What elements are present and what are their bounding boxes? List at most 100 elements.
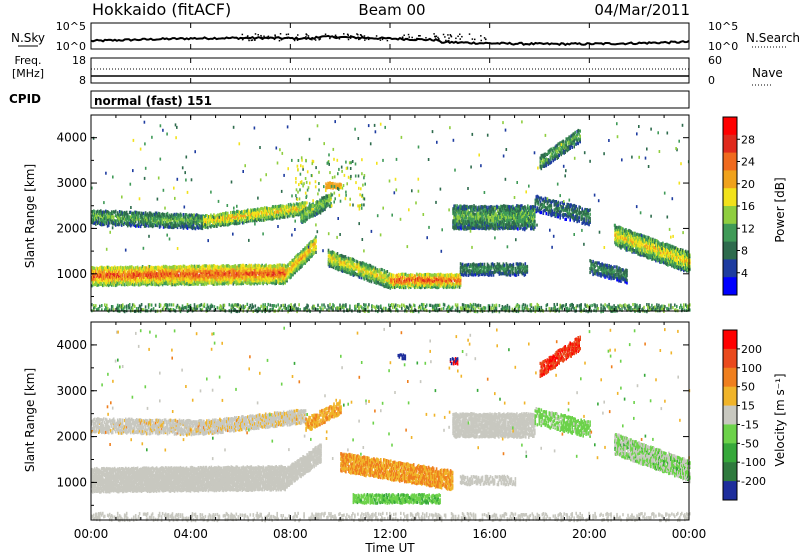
data-cell: [231, 277, 234, 281]
data-cell: [96, 215, 98, 220]
data-cell: [263, 277, 265, 281]
data-cell: [683, 305, 685, 309]
noise-search-dot: [480, 39, 483, 42]
data-cell: [149, 279, 152, 283]
data-cell: [343, 305, 345, 309]
data-cell: [222, 277, 225, 281]
data-cell: [205, 278, 208, 282]
data-cell: [195, 305, 198, 309]
data-cell: [253, 273, 256, 277]
data-cell: [141, 265, 144, 269]
data-cell: [175, 276, 178, 280]
data-cell: [240, 264, 243, 268]
data-cell: [267, 276, 269, 280]
data-cell: [179, 274, 182, 278]
data-cell: [668, 303, 670, 307]
data-cell: [540, 308, 543, 312]
data-cell: [147, 305, 150, 309]
data-cell: [191, 264, 194, 269]
data-cell: [312, 304, 314, 308]
data-cell: [670, 306, 672, 310]
noise-left-label: N.Sky: [11, 31, 45, 45]
data-cell: [261, 267, 263, 271]
data-cell: [689, 303, 691, 307]
data-cell: [169, 271, 172, 275]
data-cell: [240, 278, 243, 282]
data-cell: [301, 260, 303, 264]
data-cell: [530, 304, 533, 308]
data-cell: [217, 265, 220, 269]
data-cell: [170, 281, 173, 285]
data-cell: [92, 283, 94, 287]
data-cell: [222, 274, 225, 278]
data-cell: [198, 269, 201, 273]
data-cell: [212, 271, 215, 275]
data-cell: [93, 218, 95, 222]
data-cell: [216, 266, 219, 270]
data-cell: [122, 266, 125, 270]
data-cell: [639, 306, 641, 310]
data-cell: [404, 276, 406, 280]
data-cell: [287, 310, 289, 314]
data-cell: [155, 266, 158, 270]
data-cell: [349, 304, 351, 308]
data-cell: [272, 275, 274, 279]
data-cell: [220, 308, 223, 312]
data-cell: [282, 275, 284, 279]
data-cell: [612, 307, 614, 311]
data-cell: [156, 272, 159, 276]
data-cell: [460, 308, 463, 312]
data-cell: [490, 306, 493, 310]
data-cell: [254, 304, 257, 308]
data-cell: [210, 271, 213, 276]
data-cell: [413, 304, 416, 308]
noise-search-dot: [419, 35, 421, 37]
data-cell: [215, 268, 218, 272]
data-cell: [233, 276, 236, 280]
data-cell: [525, 306, 528, 310]
data-cell: [169, 266, 172, 270]
data-cell: [198, 266, 201, 270]
data-cell: [99, 304, 101, 308]
data-cell: [491, 303, 494, 307]
data-cell: [224, 280, 227, 285]
data-cell: [112, 269, 115, 274]
noise-search-dot: [471, 38, 474, 40]
data-cell: [308, 242, 310, 246]
data-cell: [179, 272, 182, 276]
data-cell: [258, 269, 260, 273]
noise-search-dot: [473, 38, 476, 41]
data-cell: [417, 306, 420, 310]
data-cell: [204, 278, 207, 282]
data-cell: [243, 265, 246, 269]
data-cell: [210, 264, 213, 268]
data-cell: [154, 283, 157, 287]
data-cell: [108, 275, 111, 279]
data-cell: [175, 278, 178, 282]
data-cell: [167, 282, 170, 286]
data-cell: [259, 275, 261, 279]
data-cell: [307, 257, 309, 261]
noise-right-tick: 10^5: [708, 20, 738, 33]
data-cell: [185, 282, 188, 286]
data-cell: [487, 304, 490, 308]
data-cell: [164, 280, 167, 284]
data-cell: [189, 281, 192, 285]
data-cell: [196, 280, 199, 284]
data-cell: [159, 269, 162, 273]
noise-search-dot: [265, 37, 267, 39]
data-cell: [232, 265, 235, 269]
data-cell: [553, 306, 556, 310]
data-cell: [264, 275, 266, 279]
data-cell: [96, 277, 98, 281]
data-cell: [121, 268, 124, 272]
noise-search-dot: [324, 33, 327, 35]
data-cell: [108, 277, 111, 281]
data-cell: [116, 272, 119, 276]
data-cell: [150, 270, 153, 274]
data-cell: [355, 304, 357, 308]
data-cell: [165, 274, 168, 278]
data-cell: [594, 303, 596, 307]
data-cell: [172, 270, 175, 274]
data-cell: [287, 305, 289, 309]
